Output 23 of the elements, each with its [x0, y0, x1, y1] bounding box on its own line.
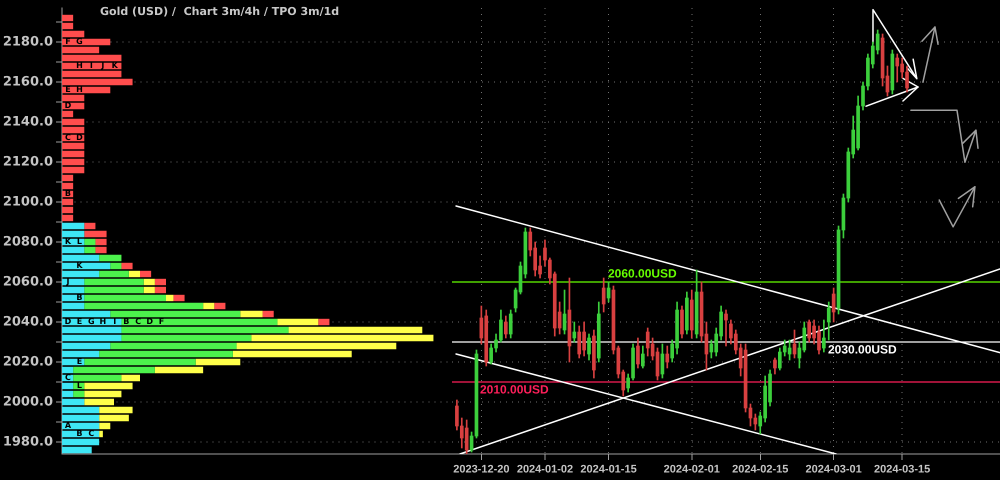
x-tick-label: 2023-12-20 [453, 464, 510, 476]
y-tick-label: 2140.0 [2, 114, 53, 130]
x-tick-label: 2024-02-01 [664, 464, 720, 476]
y-tick-label: 2060.0 [2, 274, 53, 290]
y-tick-label: 2000.0 [2, 394, 53, 410]
x-tick-label: 2024-01-02 [516, 464, 574, 476]
ref-line-label: 2030.00USD [828, 342, 898, 356]
y-tick-label: 2160.0 [2, 74, 53, 90]
y-tick-label: 1980.0 [2, 434, 53, 450]
y-tick-label: 2180.0 [2, 34, 53, 50]
y-tick-label: 2100.0 [2, 194, 53, 210]
x-tick-label: 2024-01-15 [580, 464, 637, 476]
x-tick-label: 2024-03-15 [874, 464, 930, 476]
y-tick-label: 2080.0 [2, 234, 53, 250]
y-tick-label: 2120.0 [2, 154, 53, 170]
annotation: J [65, 277, 70, 286]
chart-title: Gold (USD) / Chart 3m/4h / TPO 3m/1d [100, 4, 340, 18]
x-tick-label: 2024-03-01 [806, 464, 862, 476]
y-tick-label: 2040.0 [2, 314, 53, 330]
ref-line-label: 2010.00USD [480, 382, 550, 396]
y-tick-label: 2020.0 [2, 354, 53, 370]
x-tick-label: 2024-02-15 [732, 464, 788, 476]
ref-line-label: 2060.00USD [608, 266, 678, 280]
